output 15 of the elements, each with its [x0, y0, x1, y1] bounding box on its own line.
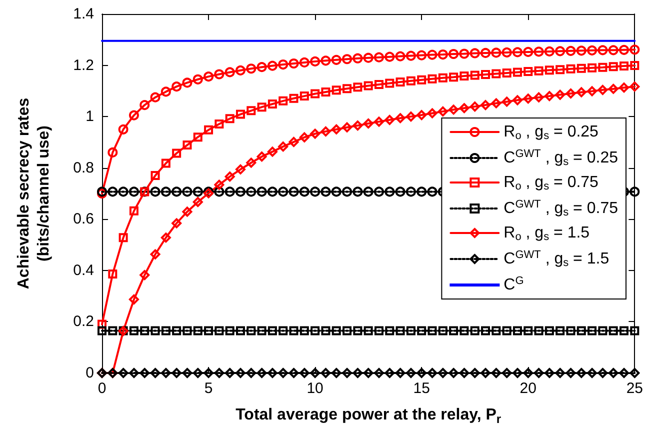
x-tick-label: 10	[306, 380, 324, 397]
y-tick-label: 1.4	[73, 6, 94, 22]
y-tick-label: 0.8	[73, 159, 94, 176]
y-tick-label: 0	[86, 364, 94, 382]
y-tick-label: 0.6	[73, 210, 94, 228]
y-tick-label: 0.2	[73, 313, 94, 330]
x-tick-label: 5	[204, 380, 213, 397]
y-tick-label: 1.2	[73, 56, 94, 74]
x-tick-label: 15	[413, 380, 430, 397]
y-tick-label: 1	[86, 108, 94, 126]
x-tick-label: 0	[98, 380, 106, 397]
x-tick-label: 20	[520, 380, 536, 397]
y-axis-title: Achievable secrecy rates (bits/channel use)	[16, 98, 52, 290]
y-tick-label: 0.4	[73, 262, 94, 279]
x-tick-label: 25	[626, 380, 643, 397]
